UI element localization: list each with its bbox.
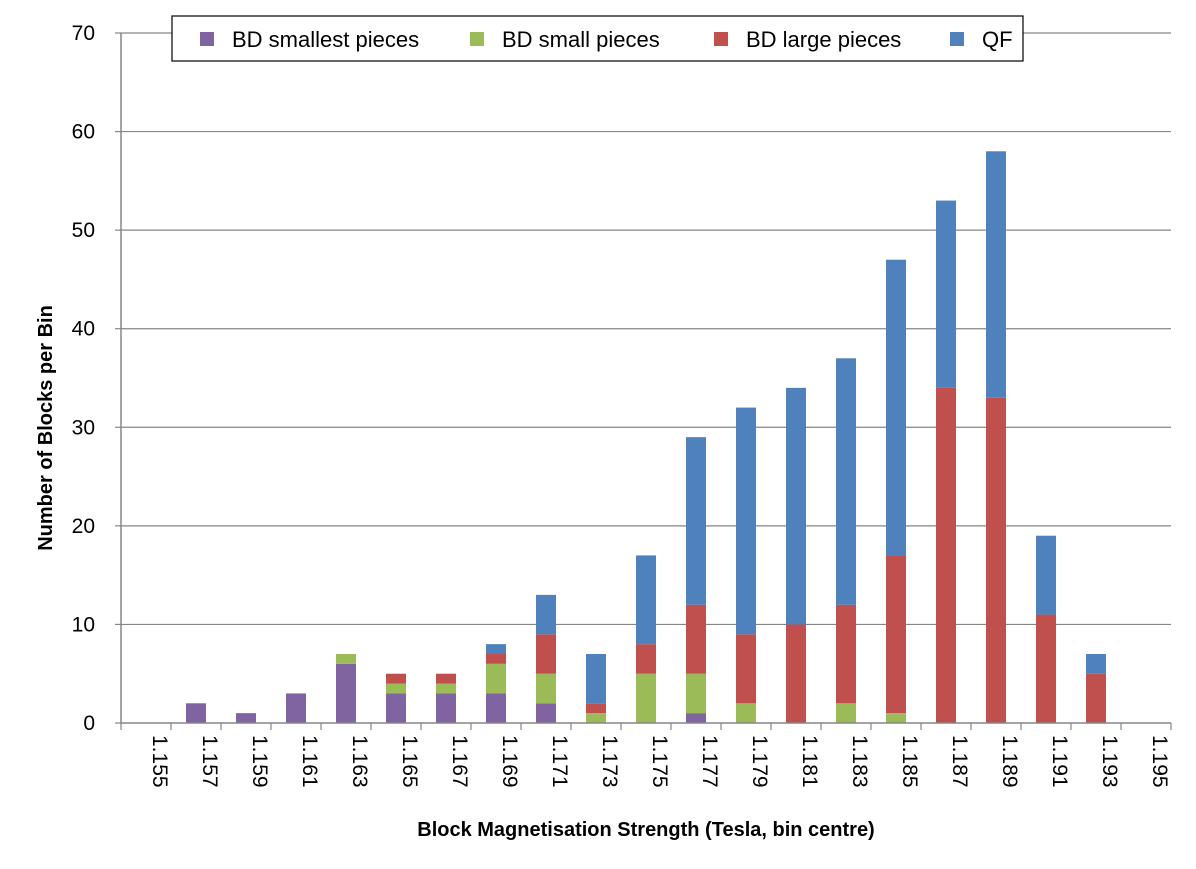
legend-label: BD smallest pieces [232, 27, 419, 52]
bar-segment-qf [736, 407, 756, 635]
bar-segment-bd-large-pieces [1036, 614, 1056, 723]
bar-segment-bd-large-pieces [986, 397, 1006, 723]
bar-segment-qf [1086, 654, 1106, 674]
bar-segment-qf [686, 437, 706, 605]
bar-segment-bd-large-pieces [936, 387, 956, 723]
bar-segment-bd-large-pieces [636, 644, 656, 674]
x-tick-label: 1.179 [748, 735, 771, 788]
x-tick-label: 1.173 [598, 735, 621, 788]
legend-box [171, 15, 1024, 62]
bar-segment-bd-large-pieces [586, 703, 606, 714]
bar-segment-qf [886, 259, 906, 556]
bar-segment-bd-small-pieces [736, 703, 756, 723]
x-tick-label: 1.163 [348, 735, 371, 788]
y-axis-title: Number of Blocks per Bin [35, 305, 57, 551]
legend-label: QF [982, 27, 1013, 52]
bar-segment-bd-smallest-pieces [236, 713, 256, 723]
bar-segment-qf [586, 654, 606, 704]
y-tick-label: 20 [72, 515, 95, 538]
x-tick-label: 1.185 [898, 735, 921, 788]
x-tick-label: 1.181 [798, 735, 821, 788]
x-tick-label: 1.161 [298, 735, 321, 788]
x-tick-label: 1.169 [498, 735, 521, 788]
bars [186, 151, 1106, 723]
legend-label: BD small pieces [502, 27, 660, 52]
bar-segment-qf [936, 200, 956, 388]
bar-segment-bd-smallest-pieces [286, 693, 306, 723]
bar-segment-qf [836, 358, 856, 605]
bar-segment-bd-small-pieces [586, 713, 606, 723]
y-tick-label: 40 [72, 318, 95, 341]
legend-swatch [714, 32, 728, 46]
bar-segment-qf [636, 555, 656, 645]
bar-segment-bd-smallest-pieces [336, 663, 356, 723]
bar-segment-bd-smallest-pieces [386, 693, 406, 723]
bar-segment-qf [786, 387, 806, 625]
bar-segment-bd-small-pieces [886, 713, 906, 723]
bar-segment-bd-small-pieces [636, 673, 656, 723]
bar-segment-bd-large-pieces [536, 634, 556, 674]
legend-item: QF [950, 27, 1013, 52]
x-tick-label: 1.159 [248, 735, 271, 788]
x-tick-label: 1.187 [948, 735, 971, 788]
x-tick-label: 1.193 [1098, 735, 1121, 788]
legend-item: BD small pieces [470, 27, 660, 52]
bar-segment-qf [536, 594, 556, 635]
bar-segment-bd-large-pieces [1086, 673, 1106, 723]
bar-segment-bd-small-pieces [686, 673, 706, 714]
bar-segment-bd-small-pieces [386, 683, 406, 694]
bar-segment-bd-small-pieces [436, 683, 456, 694]
bar-segment-bd-large-pieces [736, 634, 756, 704]
bar-segment-bd-large-pieces [686, 604, 706, 674]
bar-segment-bd-large-pieces [786, 624, 806, 723]
x-tick-label: 1.195 [1148, 735, 1171, 788]
legend-item: BD large pieces [714, 27, 901, 52]
bar-segment-bd-small-pieces [836, 703, 856, 723]
x-tick-label: 1.157 [198, 735, 221, 788]
bar-segment-bd-large-pieces [886, 555, 906, 714]
x-tick-label: 1.191 [1048, 735, 1071, 788]
legend-swatch [200, 32, 214, 46]
bar-segment-bd-large-pieces [836, 604, 856, 704]
x-tick-label: 1.183 [848, 735, 871, 788]
x-tick-label: 1.189 [998, 735, 1021, 788]
bar-segment-qf [986, 151, 1006, 398]
y-axis-ticks: 0 10 20 30 40 50 60 70 [72, 22, 121, 735]
y-tick-label: 60 [72, 121, 95, 144]
bar-segment-bd-smallest-pieces [536, 703, 556, 723]
y-tick-label: 10 [72, 613, 95, 636]
bar-segment-bd-small-pieces [536, 673, 556, 704]
y-tick-label: 70 [72, 22, 95, 45]
bar-segment-bd-smallest-pieces [186, 703, 206, 723]
legend: BD smallest pieces BD small pieces BD larg… [171, 15, 1024, 62]
bar-segment-qf [1036, 535, 1056, 615]
y-tick-label: 30 [72, 416, 95, 439]
bar-segment-bd-smallest-pieces [486, 693, 506, 723]
x-axis-ticks: 1.155 1.157 1.159 1.161 1.163 1.165 1.167 1.169… [120, 723, 1172, 788]
bar-segment-qf [486, 644, 506, 654]
x-tick-label: 1.165 [398, 735, 421, 788]
bar-segment-bd-smallest-pieces [686, 713, 706, 723]
gridlines [121, 32, 1171, 626]
x-tick-label: 1.177 [698, 735, 721, 788]
legend-label: BD large pieces [746, 27, 901, 52]
bar-segment-bd-large-pieces [486, 654, 506, 664]
bar-segment-bd-smallest-pieces [436, 693, 456, 723]
legend-swatch [470, 32, 484, 46]
x-axis-title: Block Magnetisation Strength (Tesla, bin… [417, 819, 874, 841]
x-tick-label: 1.175 [648, 735, 671, 788]
y-tick-label: 50 [72, 219, 95, 242]
bar-segment-bd-large-pieces [436, 673, 456, 684]
bar-segment-bd-small-pieces [336, 654, 356, 664]
x-tick-label: 1.171 [548, 735, 571, 788]
x-tick-label: 1.155 [148, 735, 171, 788]
axes [120, 33, 1171, 724]
y-tick-label: 0 [83, 712, 95, 735]
legend-swatch [950, 32, 964, 46]
legend-item: BD smallest pieces [200, 27, 419, 52]
bar-segment-bd-small-pieces [486, 663, 506, 694]
x-tick-label: 1.167 [448, 735, 471, 788]
bar-segment-bd-large-pieces [386, 673, 406, 684]
